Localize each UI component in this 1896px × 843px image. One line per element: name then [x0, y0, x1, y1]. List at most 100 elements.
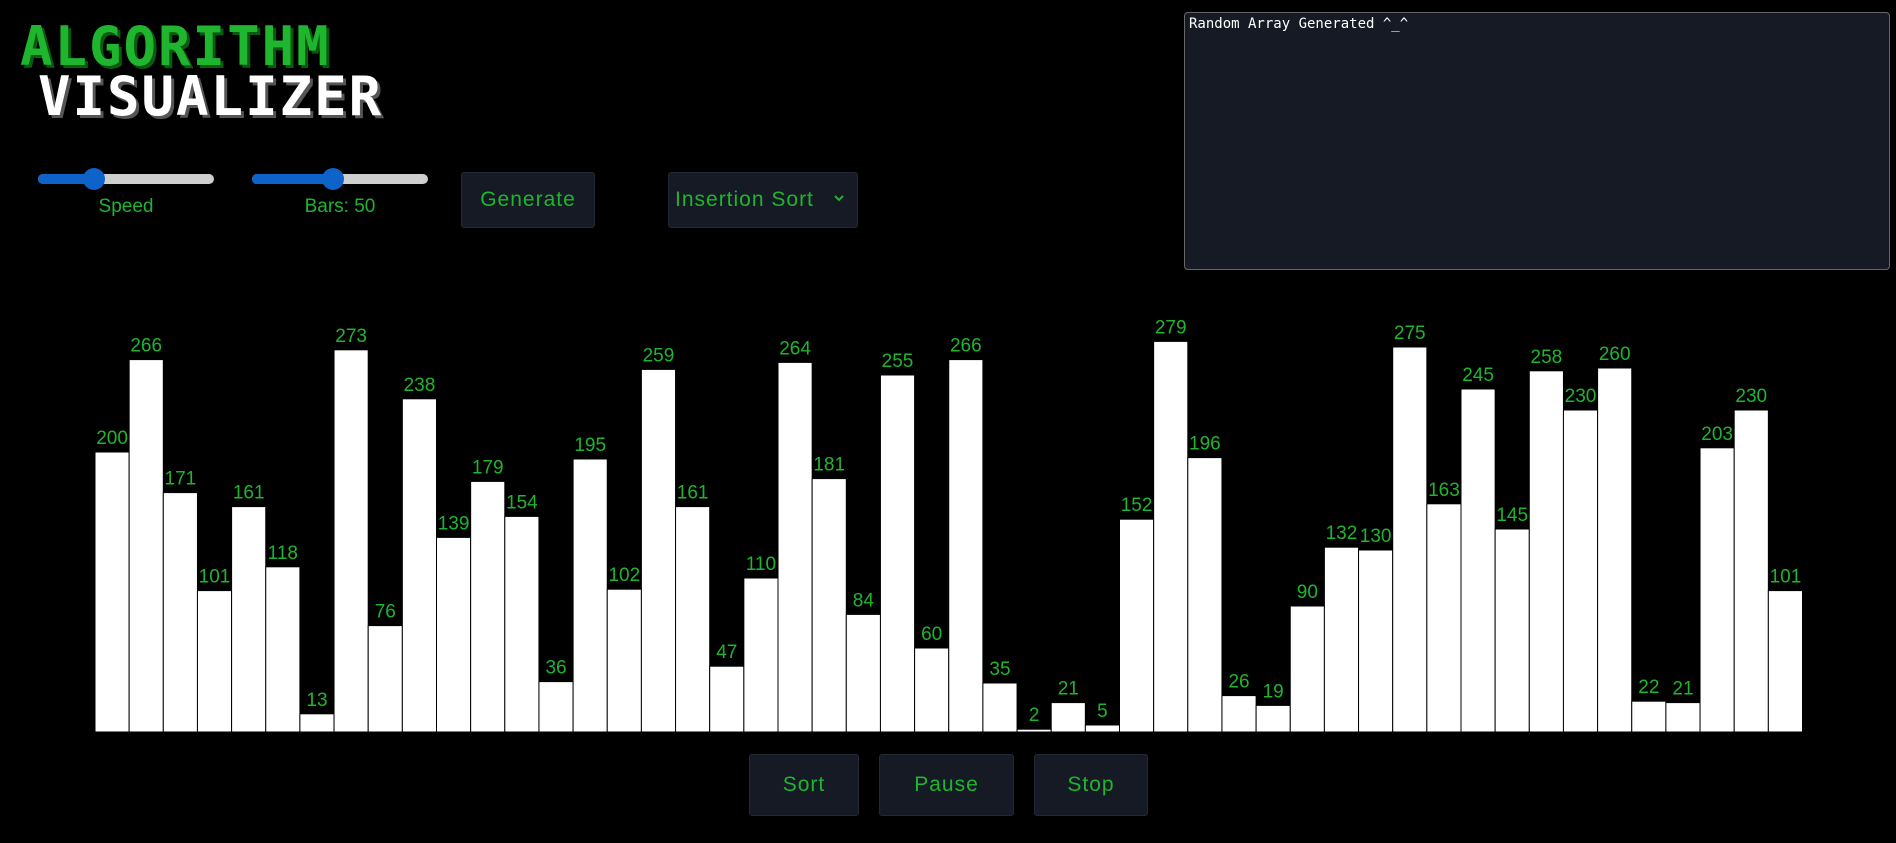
- bar-43: [1562, 409, 1599, 733]
- bar-27: [1016, 728, 1052, 733]
- bar-value-label-16: 259: [643, 345, 675, 366]
- bar-value-label-12: 154: [506, 492, 538, 513]
- bar-value-label-42: 258: [1531, 347, 1563, 368]
- bar-value-label-28: 21: [1058, 679, 1079, 700]
- bar-value-label-5: 118: [268, 543, 298, 564]
- bar-45: [1631, 700, 1667, 733]
- bar-value-label-30: 152: [1121, 495, 1153, 516]
- bar-value-label-25: 266: [950, 336, 982, 357]
- bar-40: [1460, 388, 1496, 733]
- bar-value-label-38: 275: [1394, 323, 1426, 344]
- bars-slider[interactable]: [252, 168, 428, 190]
- bar-33: [1221, 695, 1257, 733]
- bar-value-label-7: 273: [335, 326, 367, 347]
- bar-13: [538, 681, 574, 733]
- bar-30: [1119, 518, 1155, 733]
- bar-41: [1494, 528, 1530, 733]
- bar-17: [675, 506, 711, 733]
- pause-button[interactable]: Pause: [879, 754, 1014, 816]
- bar-6: [299, 713, 335, 733]
- bar-19: [743, 577, 779, 733]
- bar-value-label-29: 5: [1097, 701, 1108, 722]
- bar-value-label-37: 130: [1360, 526, 1392, 547]
- bars-slider-fill: [252, 174, 333, 184]
- speed-slider-fill: [38, 174, 95, 184]
- bar-value-label-41: 145: [1496, 505, 1528, 526]
- bar-34: [1255, 704, 1291, 733]
- bar-value-label-36: 132: [1326, 523, 1358, 544]
- bar-9: [401, 398, 438, 733]
- bar-value-label-8: 76: [375, 602, 396, 623]
- bar-7: [333, 349, 369, 733]
- bar-value-label-10: 139: [438, 513, 470, 534]
- bar-47: [1699, 447, 1735, 733]
- logo-line-1: ALGORITHM: [20, 15, 331, 78]
- bar-11: [470, 480, 506, 733]
- bar-46: [1665, 702, 1701, 733]
- bar-value-label-11: 179: [472, 457, 504, 478]
- bar-32: [1187, 457, 1223, 733]
- bar-value-label-26: 35: [989, 659, 1010, 680]
- bar-value-label-33: 26: [1228, 672, 1249, 693]
- bar-value-label-19: 110: [746, 554, 776, 575]
- bar-48: [1733, 409, 1769, 733]
- chevron-down-icon: [834, 195, 844, 202]
- bar-25: [948, 359, 984, 733]
- bar-value-label-44: 260: [1599, 344, 1631, 365]
- bar-35: [1289, 605, 1325, 733]
- bar-value-label-39: 163: [1428, 480, 1460, 501]
- bar-28: [1050, 702, 1086, 733]
- sort-button[interactable]: Sort: [749, 754, 859, 816]
- bar-44: [1597, 367, 1633, 733]
- bar-value-label-9: 238: [404, 375, 436, 396]
- bar-value-label-0: 200: [96, 428, 128, 449]
- bar-value-label-23: 255: [882, 351, 914, 372]
- algorithm-select[interactable]: Insertion Sort: [668, 172, 858, 228]
- bar-26: [982, 682, 1018, 733]
- bar-value-label-21: 181: [813, 455, 845, 476]
- bar-value-label-46: 21: [1672, 679, 1693, 700]
- generate-button[interactable]: Generate: [461, 172, 595, 228]
- logo-line-2: VISUALIZER: [38, 65, 384, 128]
- bar-3: [196, 590, 233, 733]
- bar-value-label-47: 203: [1701, 424, 1733, 445]
- bar-value-label-32: 196: [1189, 434, 1221, 455]
- bar-5: [265, 566, 301, 733]
- bar-value-label-48: 230: [1735, 386, 1767, 407]
- bars-label: Bars: 50: [304, 196, 376, 217]
- bar-value-label-34: 19: [1263, 681, 1284, 702]
- bar-value-label-6: 13: [306, 690, 327, 711]
- bar-49: [1767, 590, 1803, 733]
- bar-value-label-45: 22: [1638, 677, 1659, 698]
- bar-31: [1153, 340, 1189, 733]
- log-textarea[interactable]: Random Array Generated ^_^: [1184, 12, 1890, 270]
- bar-2: [162, 492, 198, 733]
- bar-24: [914, 647, 950, 733]
- bar-value-label-2: 171: [165, 469, 197, 490]
- bars-control: Bars: 50: [250, 168, 430, 218]
- speed-slider-thumb[interactable]: [83, 168, 106, 190]
- bar-value-label-20: 264: [779, 338, 811, 359]
- bar-15: [606, 588, 642, 733]
- bar-1: [128, 359, 164, 733]
- bar-value-label-43: 230: [1565, 386, 1597, 407]
- bar-value-label-35: 90: [1297, 582, 1318, 603]
- bar-0: [94, 451, 130, 733]
- bar-21: [811, 478, 847, 733]
- bar-value-label-49: 101: [1770, 567, 1802, 588]
- bar-36: [1323, 546, 1360, 733]
- bar-value-label-18: 47: [716, 642, 737, 663]
- bar-value-label-17: 161: [677, 483, 709, 504]
- bars-slider-thumb[interactable]: [321, 168, 344, 190]
- bar-42: [1528, 370, 1564, 733]
- bar-18: [709, 665, 745, 733]
- bar-29: [1084, 724, 1120, 733]
- bar-value-label-31: 279: [1155, 317, 1187, 338]
- bar-22: [845, 613, 881, 733]
- bar-23: [879, 374, 916, 733]
- bar-value-label-4: 161: [233, 483, 265, 504]
- speed-slider[interactable]: [38, 168, 214, 190]
- algorithm-select-value: Insertion Sort: [675, 188, 814, 211]
- stop-button[interactable]: Stop: [1034, 754, 1148, 816]
